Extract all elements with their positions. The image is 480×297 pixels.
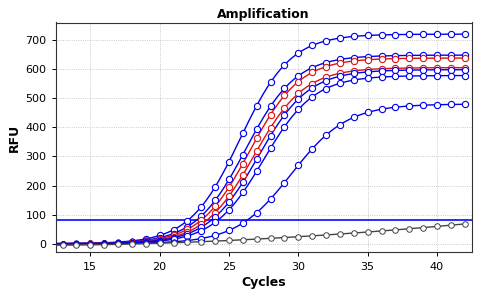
Title: Amplification: Amplification	[217, 8, 310, 21]
X-axis label: Cycles: Cycles	[241, 276, 286, 289]
Y-axis label: RFU: RFU	[8, 124, 21, 151]
